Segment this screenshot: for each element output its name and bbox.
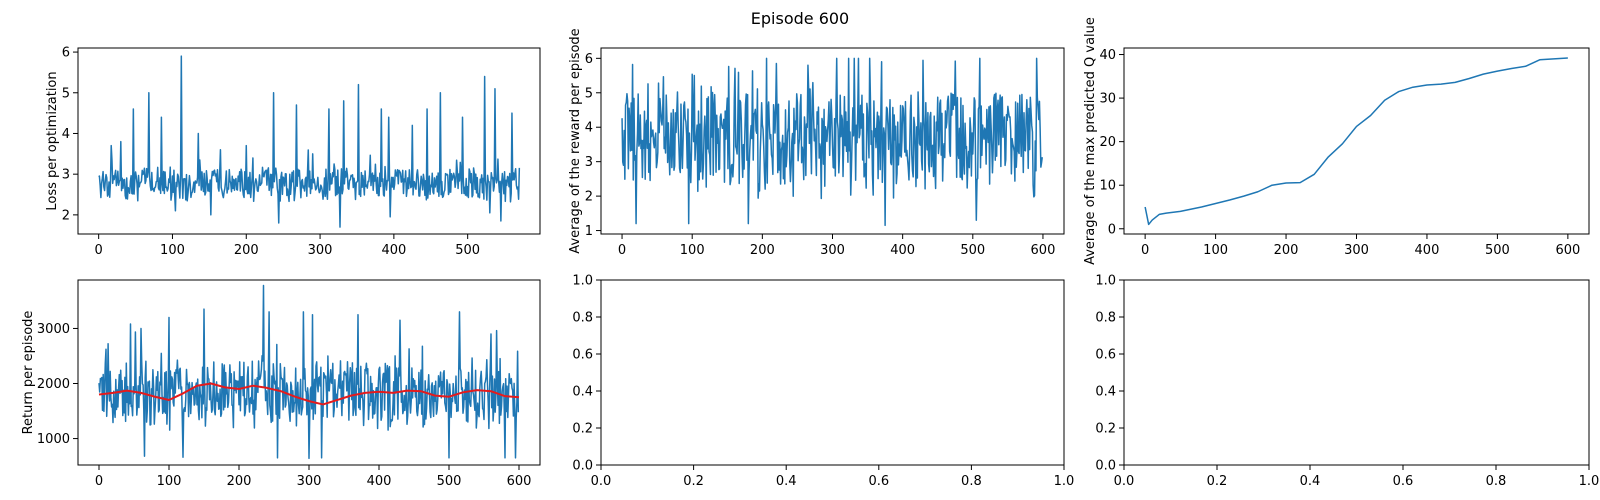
- avg-reward-xtick-label: 300: [820, 243, 845, 258]
- avg-reward-ytick-label: 3: [585, 155, 593, 170]
- return-series-line-1: [98, 382, 520, 406]
- subplot-empty-1: 0.0 0.2 0.4 0.6 0.8 1.0 0.0 0.2 0.4 0.6 0.8 1.0: [572, 274, 1074, 490]
- empty-1-axes-frame: [600, 279, 1065, 466]
- max-q-ytick-label: 0: [1108, 222, 1116, 237]
- empty-2-ytick-label: 0.8: [1095, 311, 1116, 326]
- loss-ytick-label: 6: [62, 46, 70, 61]
- max-q-xtick-label: 600: [1555, 243, 1580, 258]
- max-q-xtick-label: 200: [1274, 243, 1299, 258]
- return-ytick-label: 1000: [37, 432, 70, 447]
- max-q-ytick-label: 10: [1099, 179, 1116, 194]
- loss-xtick-label: 100: [160, 243, 185, 258]
- max-q-series-line-0: [1144, 57, 1568, 226]
- empty-1-ytick-label: 0.2: [572, 422, 593, 437]
- avg-reward-ytick-label: 1: [585, 224, 593, 239]
- loss-xtick-label: 300: [308, 243, 333, 258]
- max-q-ytick-label: 30: [1099, 92, 1116, 107]
- empty-1-xtick-label: 0.8: [961, 474, 982, 489]
- max-q-xtick-label: 0: [1141, 243, 1149, 258]
- loss-ytick-label: 5: [62, 86, 70, 101]
- avg-reward-xtick-label: 500: [960, 243, 985, 258]
- return-ytick-label: 2000: [37, 377, 70, 392]
- max-q-xtick-label: 400: [1415, 243, 1440, 258]
- avg-reward-xtick-label: 200: [750, 243, 775, 258]
- return-series-line-0: [98, 284, 520, 460]
- avg-reward-xtick-label: 100: [680, 243, 705, 258]
- loss-xtick-label: 500: [455, 243, 480, 258]
- empty-1-ytick-label: 1.0: [572, 274, 593, 289]
- avg-reward-ytick-label: 2: [585, 190, 593, 205]
- return-ylabel: Return per episode: [21, 311, 36, 435]
- avg-reward-ytick-label: 6: [585, 52, 593, 67]
- empty-2-ytick-label: 0.6: [1095, 348, 1116, 363]
- loss-xtick-label: 400: [381, 243, 406, 258]
- return-xtick-label: 200: [227, 474, 252, 489]
- loss-ytick-label: 2: [62, 208, 70, 223]
- max-q-xtick-label: 300: [1344, 243, 1369, 258]
- empty-1-ytick-label: 0.0: [572, 459, 593, 474]
- empty-1-ytick-label: 0.4: [572, 385, 593, 400]
- max-q-xtick-label: 500: [1485, 243, 1510, 258]
- empty-2-ytick-label: 0.4: [1095, 385, 1116, 400]
- empty-2-axes-frame: [1123, 279, 1590, 466]
- return-xtick-label: 400: [367, 474, 392, 489]
- avg-reward-xtick-label: 400: [890, 243, 915, 258]
- max-q-ylabel: Average of the max predicted Q value: [1083, 17, 1098, 265]
- loss-ylabel: Loss per optimization: [45, 71, 60, 210]
- avg-reward-ylabel: Average of the reward per episode: [568, 28, 583, 253]
- empty-2-xtick-label: 0.0: [1114, 474, 1135, 489]
- figure-title: Episode 600: [751, 9, 849, 28]
- empty-2-xtick-label: 0.8: [1486, 474, 1507, 489]
- loss-ytick-label: 3: [62, 168, 70, 183]
- empty-1-xtick-label: 0.4: [776, 474, 797, 489]
- return-xtick-label: 300: [297, 474, 322, 489]
- avg-reward-ytick-label: 4: [585, 121, 593, 136]
- empty-2-ytick-label: 1.0: [1095, 274, 1116, 289]
- loss-xtick-label: 0: [95, 243, 103, 258]
- empty-1-xtick-label: 1.0: [1054, 474, 1075, 489]
- subplot-empty-2: 0.0 0.2 0.4 0.6 0.8 1.0 0.0 0.2 0.4 0.6 0.8 1.0: [1095, 274, 1599, 490]
- empty-1-ytick-label: 0.8: [572, 311, 593, 326]
- return-xtick-label: 0: [95, 474, 103, 489]
- max-q-ytick-label: 40: [1099, 48, 1116, 63]
- loss-xtick-label: 200: [234, 243, 259, 258]
- max-q-xtick-label: 100: [1203, 243, 1228, 258]
- empty-1-xtick-label: 0.2: [683, 474, 704, 489]
- loss-ytick-label: 4: [62, 127, 70, 142]
- return-xtick-label: 100: [157, 474, 182, 489]
- empty-2-ytick-label: 0.2: [1095, 422, 1116, 437]
- empty-2-xtick-label: 1.0: [1579, 474, 1600, 489]
- return-ytick-label: 3000: [37, 322, 70, 337]
- avg-reward-xtick-label: 600: [1031, 243, 1056, 258]
- avg-reward-ytick-label: 5: [585, 86, 593, 101]
- loss-axes-frame: [77, 47, 541, 235]
- loss-series-line-0: [98, 55, 521, 228]
- empty-1-xtick-label: 0.6: [868, 474, 889, 489]
- empty-1-xtick-label: 0.0: [591, 474, 612, 489]
- empty-1-ytick-label: 0.6: [572, 348, 593, 363]
- empty-2-xtick-label: 0.6: [1393, 474, 1414, 489]
- avg-reward-series-line-0: [621, 57, 1043, 227]
- avg-reward-xtick-label: 0: [618, 243, 626, 258]
- return-xtick-label: 500: [437, 474, 462, 489]
- empty-2-xtick-label: 0.2: [1207, 474, 1228, 489]
- return-xtick-label: 600: [507, 474, 532, 489]
- empty-2-xtick-label: 0.4: [1300, 474, 1321, 489]
- empty-2-ytick-label: 0.0: [1095, 459, 1116, 474]
- max-q-ytick-label: 20: [1099, 135, 1116, 150]
